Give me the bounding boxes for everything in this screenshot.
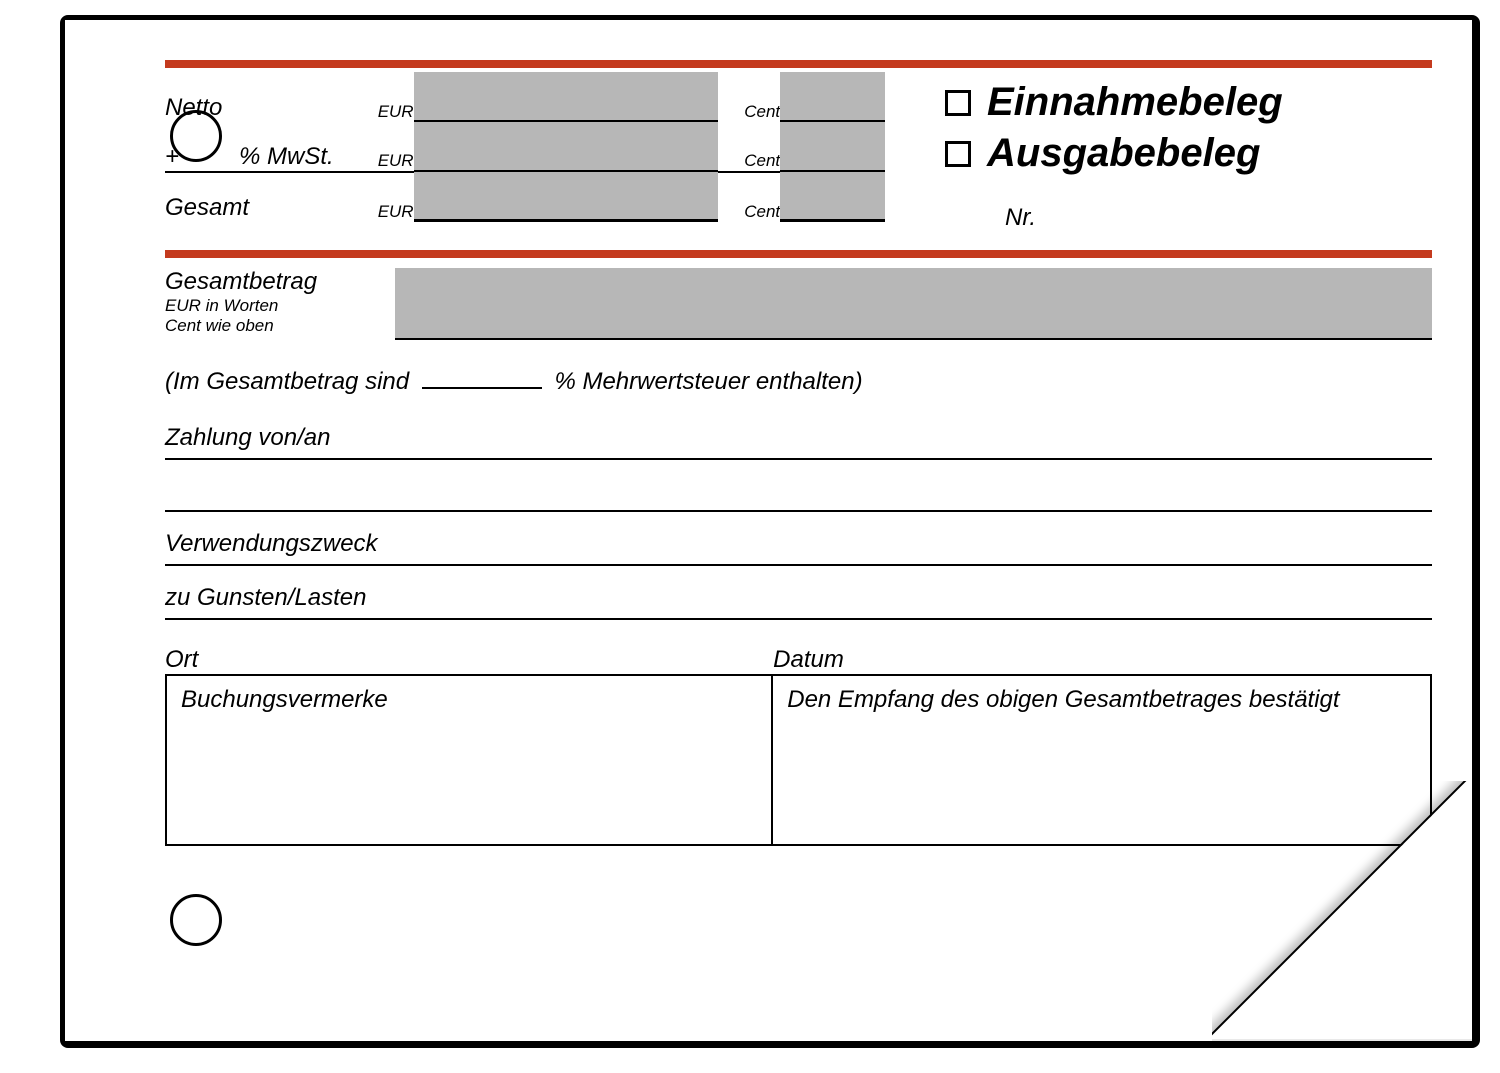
words-sub1: EUR in Worten [165,296,395,316]
vat-eur-field[interactable] [414,122,719,172]
total-cent-field[interactable] [780,172,885,222]
net-cent-field[interactable] [780,72,885,122]
plus-symbol: + [165,143,179,170]
total-eur-field[interactable] [414,172,719,222]
place-label: Ort [165,642,773,676]
vat-cent-field[interactable] [780,122,885,172]
amount-in-words-row: Gesamtbetrag EUR in Worten Cent wie oben [165,268,1432,340]
vat-percent-blank[interactable] [422,387,542,389]
eur-label-2: EUR [369,122,414,172]
place-date-row: Ort Datum [165,642,1432,676]
vat-prefix: (Im Gesamtbetrag sind [165,368,409,395]
booking-notes-label: Buchungsvermerke [167,676,773,844]
payment-line-1[interactable] [165,458,1432,460]
receipt-pad: Netto EUR Cent + % MwSt. EU [0,0,1500,1073]
words-sub2: Cent wie oben [165,316,395,336]
vat-suffix: % Mehrwertsteuer enthalten) [554,368,862,395]
amount-in-words-field[interactable] [395,268,1432,340]
expense-checkbox[interactable] [945,141,971,167]
income-label: Einnahmebeleg [987,80,1283,125]
amount-table: Netto EUR Cent + % MwSt. EU [165,72,885,222]
punch-hole-bottom [170,894,222,946]
eur-label-3: EUR [369,172,414,222]
total-label: Gesamt [165,172,369,222]
red-rule-bottom [165,250,1432,258]
payment-line-2[interactable] [165,510,1432,512]
net-eur-field[interactable] [414,72,719,122]
carbon-copy-corner [1212,781,1472,1041]
vat-percent-label: % MwSt. [239,143,334,170]
payment-from-to-label: Zahlung von/an [165,424,1432,452]
cent-label-2: Cent [736,122,781,172]
expense-label: Ausgabebeleg [987,131,1260,176]
cent-label: Cent [736,72,781,122]
number-label: Nr. [1005,204,1432,232]
words-title: Gesamtbetrag [165,268,395,296]
favor-label: zu Gunsten/Lasten [165,584,1432,612]
net-label: Netto [165,72,369,122]
purpose-line[interactable] [165,564,1432,566]
purpose-label: Verwendungszweck [165,530,1432,558]
eur-label: EUR [369,72,414,122]
income-checkbox[interactable] [945,90,971,116]
red-rule-top [165,60,1432,68]
favor-line[interactable] [165,618,1432,620]
receipt-type-header: Einnahmebeleg Ausgabebeleg Nr. [885,72,1432,232]
amount-block: Netto EUR Cent + % MwSt. EU [165,72,1432,232]
cent-label-3: Cent [736,172,781,222]
date-label: Datum [773,642,1432,676]
vat-included-sentence: (Im Gesamtbetrag sind % Mehrwertsteuer e… [165,368,1432,396]
